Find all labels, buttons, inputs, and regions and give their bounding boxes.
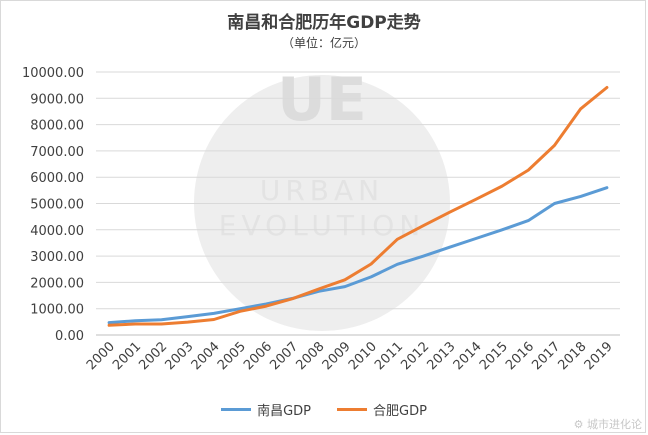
x-tick-label: 2019 (582, 339, 616, 373)
x-tick-label: 2013 (425, 339, 459, 373)
series-line-nanchang (107, 186, 609, 325)
y-tick-label: 3000.00 (30, 250, 84, 265)
grid-lines (96, 71, 620, 336)
y-tick-label: 2000.00 (30, 276, 84, 291)
legend-swatch-nanchang (221, 408, 252, 411)
watermark-text-urban: URBAN (260, 174, 384, 207)
y-tick-label: 4000.00 (30, 224, 84, 239)
y-tick-label: 8000.00 (30, 119, 84, 134)
legend-item-hefei: 合肥GDP (337, 400, 427, 419)
corner-watermark: ⚙ 城市进化论 (573, 418, 642, 431)
legend-label-nanchang: 南昌GDP (257, 404, 311, 419)
x-tick-label: 2002 (136, 339, 170, 373)
x-tick-label: 2015 (477, 339, 511, 373)
y-axis-ticks: 0.00 1000.00 2000.00 3000.00 4000.00 5000.00 6… (22, 66, 84, 344)
legend-item-nanchang: 南昌GDP (221, 400, 311, 419)
x-tick-label: 2005 (215, 339, 249, 373)
corner-watermark-text: 城市进化论 (587, 418, 642, 431)
x-tick-label: 2018 (556, 339, 590, 373)
chart-title: 南昌和合肥历年GDP走势 (227, 13, 421, 33)
legend-label-hefei: 合肥GDP (373, 404, 427, 419)
watermark-logo-letters: UE (277, 65, 367, 135)
x-tick-label: 2004 (189, 339, 223, 373)
x-tick-label: 2011 (372, 339, 406, 373)
legend-swatch-hefei (337, 408, 367, 411)
y-tick-label: 9000.00 (30, 92, 84, 107)
chart-subtitle: （单位：亿元） (281, 36, 366, 50)
series-line-hefei (107, 86, 609, 327)
y-tick-label: 5000.00 (30, 198, 84, 213)
x-tick-label: 2014 (451, 339, 485, 373)
x-tick-label: 2010 (346, 339, 380, 373)
y-tick-label: 1000.00 (30, 303, 84, 318)
y-tick-label: 10000.00 (22, 66, 84, 81)
x-tick-label: 2017 (529, 339, 563, 373)
y-tick-label: 7000.00 (30, 145, 84, 160)
watermark-text-evolution: EVOLUTION (219, 209, 425, 242)
x-axis-ticks: 2000200120022003200420052006200720082009… (84, 339, 616, 373)
x-tick-label: 2009 (320, 339, 354, 373)
y-tick-label: 0.00 (55, 329, 84, 344)
x-tick-label: 2008 (294, 339, 328, 373)
series-lines (107, 86, 609, 327)
y-tick-label: 6000.00 (30, 171, 84, 186)
x-tick-label: 2006 (241, 339, 275, 373)
x-tick-label: 2001 (110, 339, 144, 373)
x-tick-label: 2016 (503, 339, 537, 373)
x-tick-label: 2012 (398, 339, 432, 373)
legend: 南昌GDP 合肥GDP (0, 400, 648, 419)
x-tick-label: 2000 (84, 339, 118, 373)
x-tick-label: 2003 (163, 339, 197, 373)
x-tick-label: 2007 (267, 339, 301, 373)
